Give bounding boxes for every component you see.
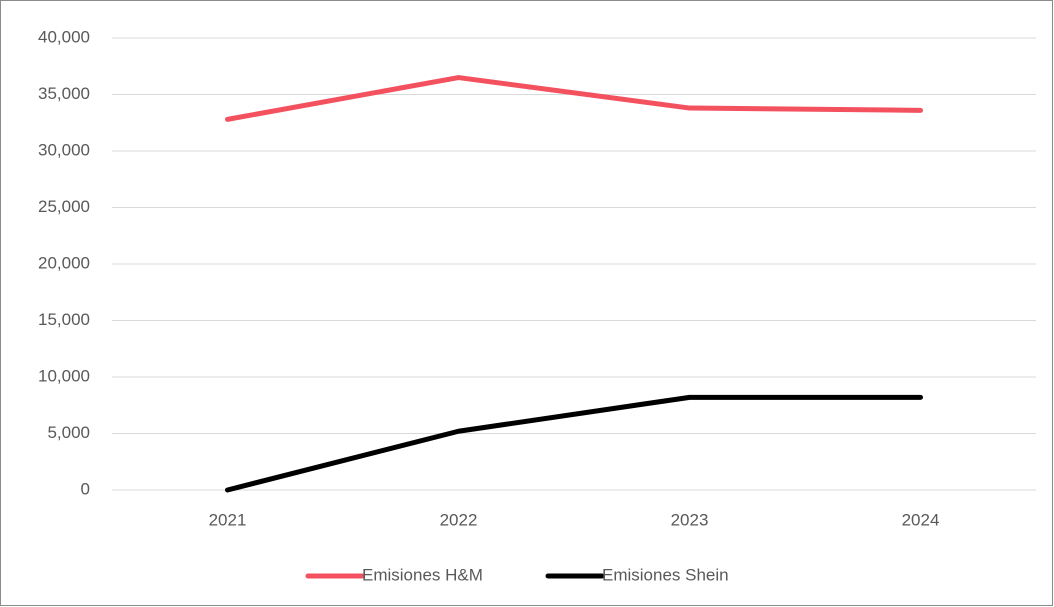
line-series (225, 394, 923, 493)
y-tick-label: 0 (81, 479, 90, 498)
legend-label: Emisiones H&M (362, 565, 483, 584)
line-series (225, 75, 923, 122)
y-tick-label: 15,000 (38, 310, 90, 329)
y-tick-label: 35,000 (38, 84, 90, 103)
x-tick-label: 2022 (440, 510, 478, 529)
y-tick-label: 25,000 (38, 197, 90, 216)
x-tick-label: 2021 (209, 510, 247, 529)
y-tick-label: 20,000 (38, 253, 90, 272)
x-tick-label: 2024 (902, 510, 940, 529)
y-tick-label: 10,000 (38, 366, 90, 385)
y-tick-label: 30,000 (38, 140, 90, 159)
y-tick-label: 5,000 (47, 423, 90, 442)
legend-label: Emisiones Shein (602, 565, 729, 584)
x-tick-label: 2023 (671, 510, 709, 529)
y-tick-label: 40,000 (38, 27, 90, 46)
